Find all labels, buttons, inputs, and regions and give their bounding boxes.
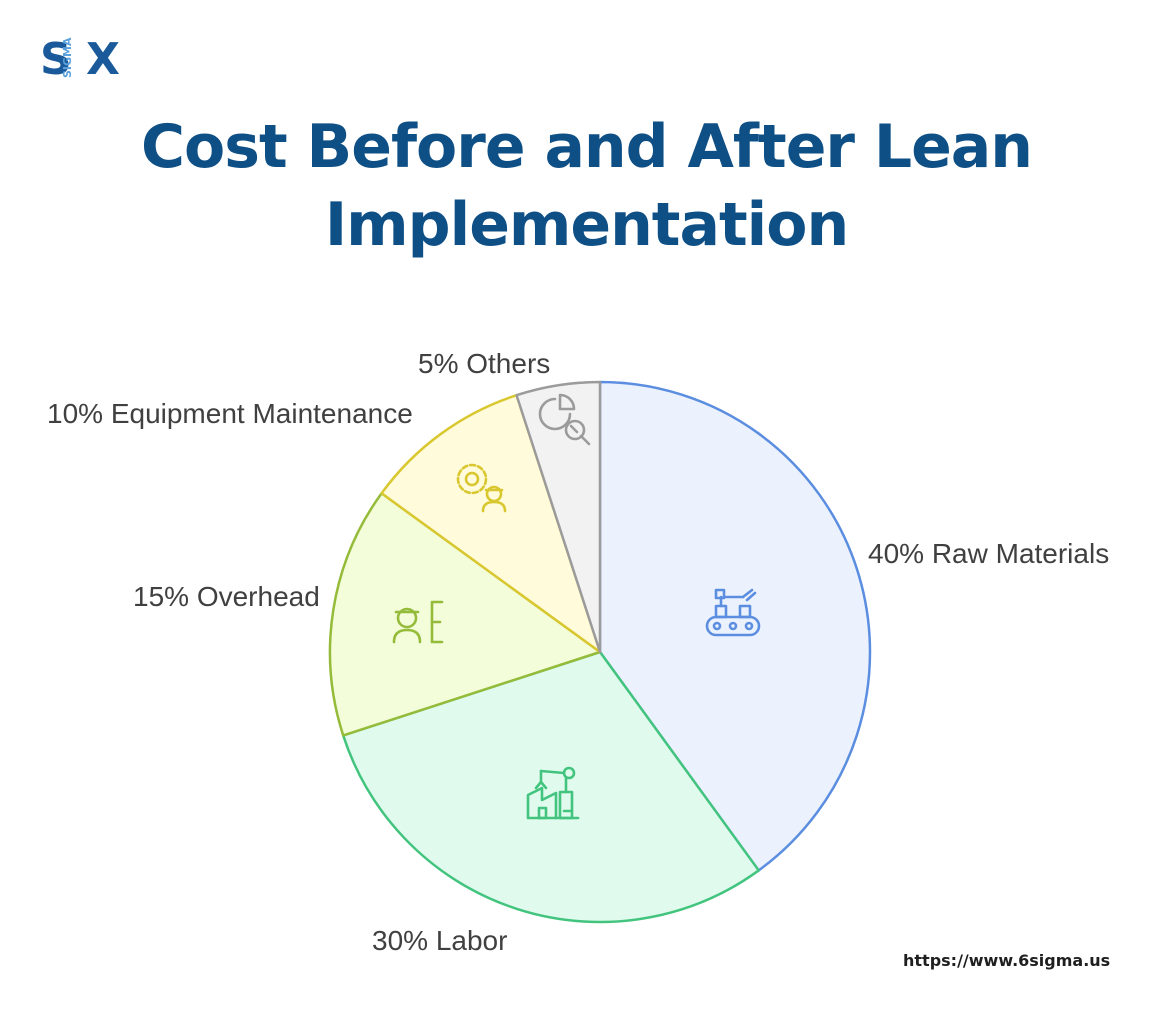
slice-label-overhead: 15% Overhead — [133, 581, 320, 612]
logo-letter-x: X — [86, 34, 120, 85]
factory-robot-arm-icon — [526, 766, 580, 820]
slice-label-labor: 30% Labor — [372, 925, 507, 956]
slice-label-others: 5% Others — [418, 348, 550, 379]
pie-slice-overhead — [328, 492, 602, 737]
pie-slices — [328, 380, 872, 924]
pie-labels: 40% Raw Materials 30% Labor 15% Overhead… — [47, 348, 1109, 956]
pie-slice-labor — [341, 650, 760, 924]
conveyor-robot-icon — [705, 588, 761, 637]
gear-worker-icon — [456, 463, 507, 513]
logo-letter-s: S — [40, 34, 72, 85]
pie-slice-others — [515, 380, 602, 654]
worker-ledger-icon — [392, 600, 444, 644]
sixsigma-logo: S SIGMA X — [40, 34, 130, 88]
slice-label-raw-materials: 40% Raw Materials — [868, 538, 1109, 569]
source-url: https://www.6sigma.us — [903, 951, 1111, 970]
chart-title-line-2: Implementation — [324, 190, 849, 260]
pie-slice-equipment-maintenance — [380, 393, 602, 654]
pie-magnifier-icon — [538, 393, 591, 446]
chart-title-line-1: Cost Before and After Lean — [140, 112, 1033, 182]
pie-icons — [392, 393, 761, 820]
chart-title: Cost Before and After Lean Implementatio… — [0, 108, 1173, 264]
slice-label-equipment-maintenance: 10% Equipment Maintenance — [47, 398, 413, 429]
